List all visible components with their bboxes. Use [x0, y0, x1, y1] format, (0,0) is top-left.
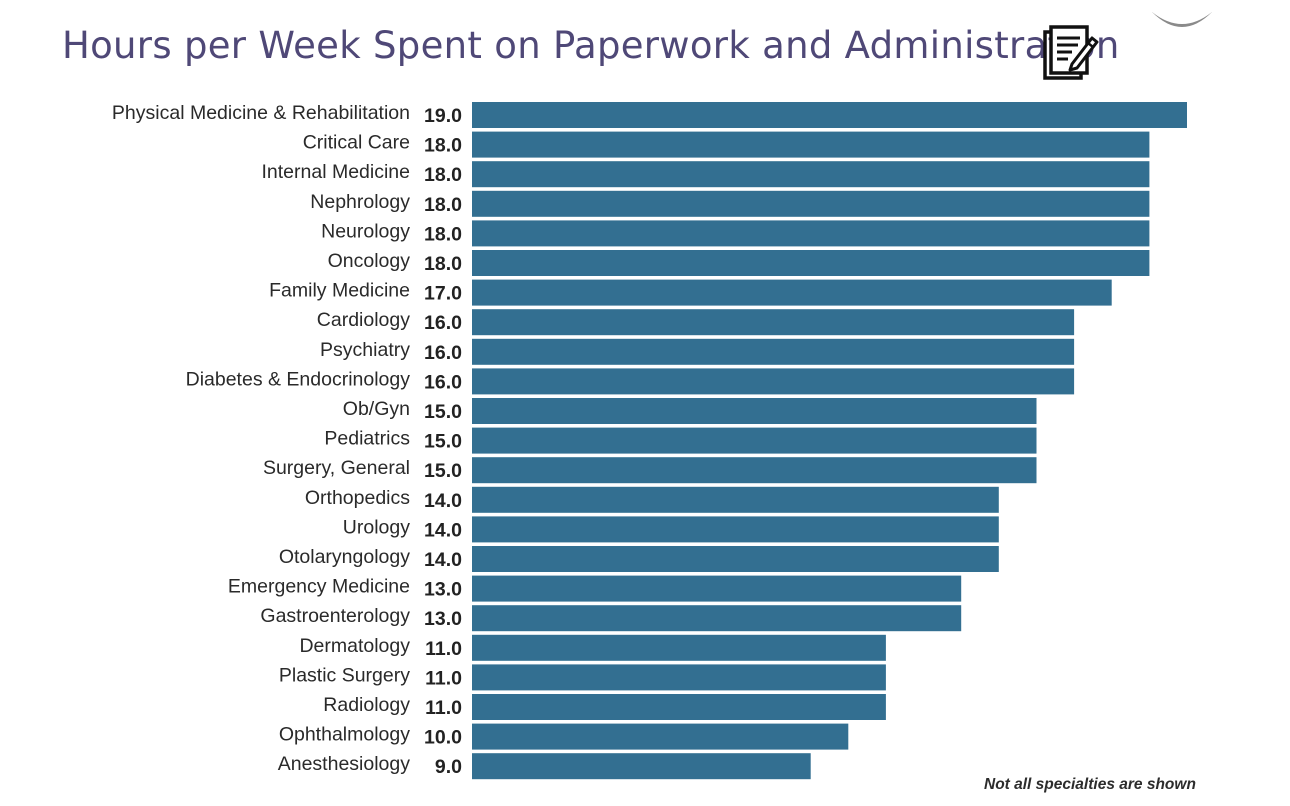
value-label-diabetes-endocrinology: 16.0	[424, 371, 462, 393]
footnote: Not all specialties are shown	[984, 776, 1196, 793]
category-label-pediatrics: Pediatrics	[324, 428, 410, 450]
bar-surgery-general	[472, 457, 1037, 484]
value-label-plastic-surgery: 11.0	[425, 667, 462, 689]
category-label-cardiology: Cardiology	[317, 309, 410, 331]
category-label-neurology: Neurology	[321, 220, 410, 242]
bar-oncology	[472, 250, 1150, 276]
value-label-nephrology: 18.0	[424, 194, 462, 216]
bar-ob-gyn	[472, 398, 1037, 424]
value-label-physical-medicine-rehabilitation: 19.0	[424, 105, 462, 127]
category-label-radiology: Radiology	[323, 694, 410, 716]
value-label-neurology: 18.0	[424, 223, 462, 245]
value-label-oncology: 18.0	[424, 253, 462, 275]
clipboard-pen-icon	[1043, 25, 1099, 80]
category-label-oncology: Oncology	[328, 250, 411, 272]
category-label-internal-medicine: Internal Medicine	[262, 161, 411, 183]
category-label-family-medicine: Family Medicine	[269, 280, 410, 302]
category-label-ophthalmology: Ophthalmology	[279, 724, 410, 746]
bar-critical-care	[472, 131, 1150, 158]
value-label-ophthalmology: 10.0	[424, 727, 462, 749]
category-label-dermatology: Dermatology	[299, 635, 410, 657]
value-label-orthopedics: 14.0	[424, 490, 462, 512]
bar-pediatrics	[472, 427, 1037, 454]
decorative-corner-shape	[1152, 0, 1212, 27]
category-label-nephrology: Nephrology	[310, 191, 410, 213]
bar-neurology	[472, 220, 1150, 247]
category-label-surgery-general: Surgery, General	[263, 457, 410, 479]
bar-gastroenterology	[472, 605, 962, 632]
category-label-anesthesiology: Anesthesiology	[278, 753, 411, 775]
bar-family-medicine	[472, 279, 1112, 306]
bar-internal-medicine	[472, 161, 1150, 188]
value-label-gastroenterology: 13.0	[424, 608, 462, 630]
value-label-urology: 14.0	[424, 519, 462, 541]
category-label-critical-care: Critical Care	[303, 132, 410, 154]
bar-emergency-medicine	[472, 575, 962, 602]
category-label-otolaryngology: Otolaryngology	[279, 546, 410, 568]
bar-orthopedics	[472, 486, 999, 513]
bar-psychiatry	[472, 338, 1075, 365]
value-label-psychiatry: 16.0	[424, 342, 462, 364]
value-label-anesthesiology: 9.0	[435, 756, 462, 778]
value-label-dermatology: 11.0	[425, 638, 462, 660]
value-label-otolaryngology: 14.0	[424, 549, 462, 571]
bar-dermatology	[472, 634, 886, 661]
category-label-psychiatry: Psychiatry	[320, 339, 410, 361]
bar-cardiology	[472, 309, 1075, 336]
value-label-ob-gyn: 15.0	[424, 401, 462, 423]
value-label-pediatrics: 15.0	[424, 431, 462, 453]
value-label-family-medicine: 17.0	[424, 283, 462, 305]
bar-plastic-surgery	[472, 664, 886, 691]
bar-anesthesiology	[472, 753, 811, 780]
category-label-ob-gyn: Ob/Gyn	[343, 398, 410, 420]
category-label-urology: Urology	[343, 516, 410, 538]
bar-urology	[472, 516, 999, 543]
category-label-gastroenterology: Gastroenterology	[260, 605, 410, 627]
category-label-diabetes-endocrinology: Diabetes & Endocrinology	[186, 368, 411, 390]
bar-radiology	[472, 694, 886, 720]
category-label-plastic-surgery: Plastic Surgery	[279, 664, 410, 686]
value-label-surgery-general: 15.0	[424, 460, 462, 482]
value-label-critical-care: 18.0	[424, 135, 462, 157]
bar-diabetes-endocrinology	[472, 368, 1075, 395]
chart-title: Hours per Week Spent on Paperwork and Ad…	[62, 24, 1120, 67]
value-label-cardiology: 16.0	[424, 312, 462, 334]
category-label-orthopedics: Orthopedics	[305, 487, 410, 509]
bar-ophthalmology	[472, 723, 849, 750]
value-label-internal-medicine: 18.0	[424, 164, 462, 186]
value-label-radiology: 11.0	[425, 697, 462, 719]
category-label-emergency-medicine: Emergency Medicine	[228, 576, 410, 598]
bar-nephrology	[472, 190, 1150, 217]
bar-physical-medicine-rehabilitation	[472, 102, 1187, 128]
bar-otolaryngology	[472, 546, 999, 572]
value-label-emergency-medicine: 13.0	[424, 579, 462, 601]
category-label-physical-medicine-rehabilitation: Physical Medicine & Rehabilitation	[112, 102, 410, 124]
